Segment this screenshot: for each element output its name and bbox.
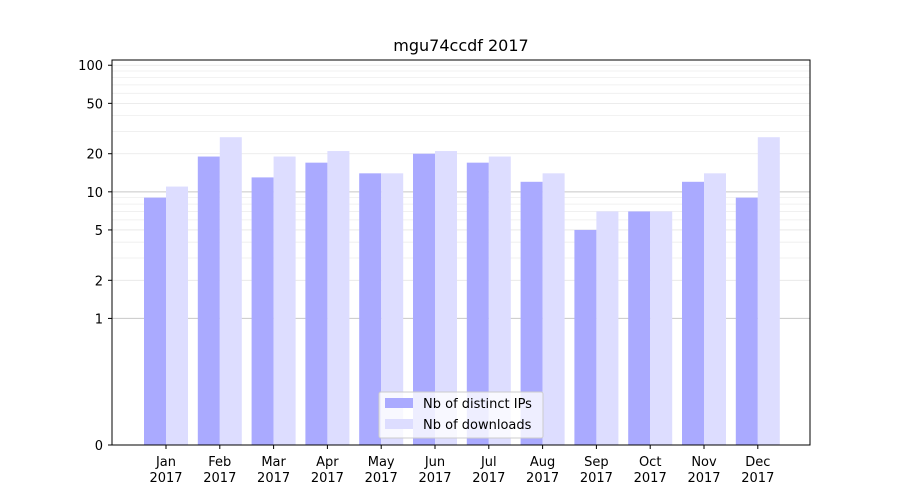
bar-distinct-ips [682, 181, 704, 445]
bar-distinct-ips [144, 197, 166, 445]
bar-downloads [650, 211, 673, 445]
x-tick-label: 2017 [418, 471, 451, 486]
y-tick-label: 2 [95, 274, 103, 289]
x-tick-label: 2017 [741, 471, 774, 486]
bar-distinct-ips [466, 162, 489, 445]
legend-box [378, 391, 544, 439]
bar-distinct-ips [197, 156, 220, 446]
x-tick-label: Apr [316, 455, 339, 470]
x-tick-label: 2017 [203, 471, 236, 486]
x-tick-label: Jul [480, 455, 497, 470]
x-tick-label: Mar [261, 455, 286, 470]
y-tick-label: 100 [78, 59, 103, 74]
x-tick-label: 2017 [472, 471, 505, 486]
bar-distinct-ips [413, 153, 435, 446]
legend-swatch-ips [385, 398, 413, 408]
bar-downloads [166, 186, 188, 446]
x-tick-label: 2017 [687, 471, 720, 486]
chart-title: mgu74ccdf 2017 [393, 36, 528, 55]
x-tick-label: 2017 [580, 471, 613, 486]
bar-downloads [273, 156, 296, 446]
legend-swatch-downloads [385, 419, 413, 429]
y-tick-label: 10 [86, 186, 103, 201]
x-tick-label: Jan [155, 455, 176, 470]
bar-downloads [704, 173, 726, 445]
x-tick-label: Nov [691, 455, 717, 470]
x-tick-label: 2017 [149, 471, 182, 486]
x-tick-label: 2017 [311, 471, 344, 486]
bar-distinct-ips [359, 173, 382, 445]
axis-layer: Jan2017Feb2017Mar2017Apr2017May2017Jun20… [78, 59, 774, 486]
bar-distinct-ips [520, 181, 543, 445]
y-tick-label: 0 [95, 439, 103, 454]
legend-label-ips: Nb of distinct IPs [423, 397, 532, 412]
x-tick-label: May [368, 455, 395, 470]
x-tick-label: Oct [639, 455, 661, 470]
y-tick-label: 1 [95, 312, 103, 327]
x-tick-label: 2017 [526, 471, 559, 486]
bar-downloads [327, 151, 350, 445]
x-tick-label: 2017 [365, 471, 398, 486]
x-tick-label: Jun [424, 455, 445, 470]
plot-frame [111, 59, 811, 446]
legend-label-downloads: Nb of downloads [423, 418, 532, 433]
bar-downloads [381, 173, 404, 445]
legend: Nb of distinct IPs Nb of downloads [378, 391, 544, 439]
bar-downloads [435, 151, 457, 445]
x-tick-label: Sep [584, 455, 609, 470]
bar-distinct-ips [305, 162, 328, 445]
bar-distinct-ips [574, 229, 597, 445]
y-tick-label: 20 [86, 148, 103, 163]
x-tick-label: Feb [208, 455, 231, 470]
y-tick-label: 5 [95, 224, 103, 239]
bar-distinct-ips [628, 211, 651, 445]
x-tick-label: Dec [745, 455, 770, 470]
bars-layer [144, 137, 780, 446]
x-tick-label: Aug [530, 455, 555, 470]
bar-downloads [488, 156, 511, 446]
bar-downloads [757, 137, 780, 446]
bar-downloads [542, 173, 565, 445]
x-tick-label: 2017 [634, 471, 667, 486]
bar-downloads [219, 137, 242, 446]
bar-downloads [596, 211, 619, 445]
bar-distinct-ips [251, 177, 274, 446]
bar-distinct-ips [735, 197, 758, 445]
y-tick-label: 50 [86, 97, 103, 112]
x-tick-label: 2017 [257, 471, 290, 486]
